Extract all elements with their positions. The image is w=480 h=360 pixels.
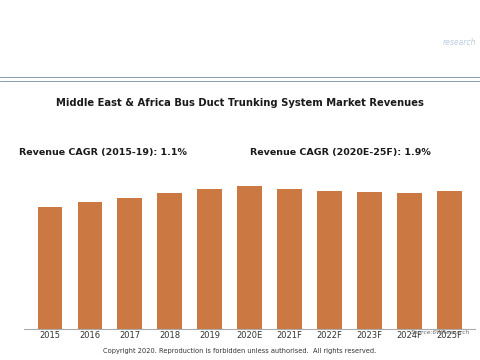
Bar [77,202,102,329]
Bar [197,189,222,329]
Bar [357,192,382,329]
Bar [157,193,182,329]
Bar [37,207,62,329]
Text: Revenue CAGR (2015-19): 1.1%: Revenue CAGR (2015-19): 1.1% [19,148,187,157]
Bar [277,189,302,329]
Bar [237,186,262,329]
Text: Copyright 2020. Reproduction is forbidden unless authorised.  All rights reserve: Copyright 2020. Reproduction is forbidde… [103,348,377,354]
Text: Source:6WResearch: Source:6WResearch [411,330,470,335]
Text: Middle East & Africa Bus Duct Trunking System Market Revenues: Middle East & Africa Bus Duct Trunking S… [56,98,424,108]
Text: Revenue CAGR (2020E-25F): 1.9%: Revenue CAGR (2020E-25F): 1.9% [250,148,431,157]
Bar [397,193,422,329]
Text: Middle East & Africa Bus Duct Trunking
System Market Overview: Middle East & Africa Bus Duct Trunking S… [84,23,329,47]
Text: research: research [443,38,477,47]
Text: Middle East & Africa Bus Duct Trunking System Market Revenues, 2015-2025F ($ Mil: Middle East & Africa Bus Duct Trunking S… [29,122,451,131]
Bar [437,191,462,329]
Bar [118,198,142,329]
Text: 6W: 6W [420,21,458,41]
Bar [317,191,342,329]
